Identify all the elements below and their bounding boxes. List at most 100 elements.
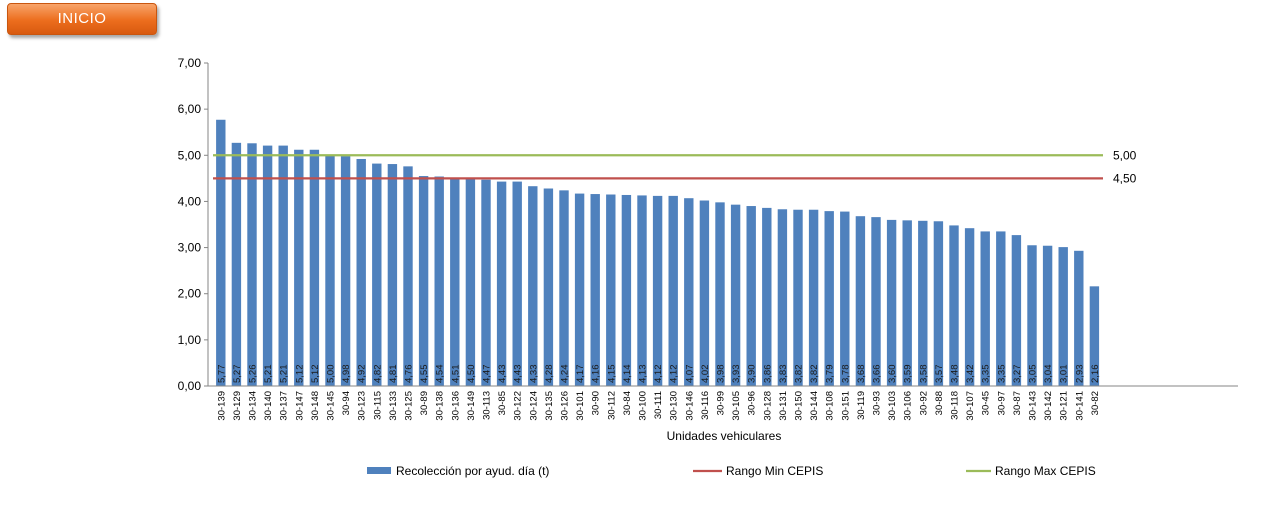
bar-value-label: 3,27 [1012,365,1023,384]
x-tick-label: 30-97 [996,391,1007,415]
bar-value-label: 3,98 [716,365,727,384]
x-tick-label: 30-116 [700,391,711,420]
bar [1042,245,1053,386]
x-tick-label: 30-45 [981,391,992,415]
bar [933,221,944,386]
x-tick-label: 30-112 [606,391,617,420]
x-tick-label: 30-90 [591,391,602,415]
bar-value-label: 4,54 [435,365,446,384]
bar-value-label: 4,51 [450,365,461,384]
bar-value-label: 4,16 [591,365,602,384]
x-tick-label: 30-111 [653,391,664,419]
bar [855,216,866,386]
bar [1089,286,1100,386]
bar [340,156,351,386]
x-tick-label: 30-108 [825,391,836,421]
bar-value-label: 3,04 [1043,365,1054,384]
bar [325,155,335,386]
bar [840,211,850,386]
bar [403,166,413,386]
bar [356,158,366,386]
bar-value-label: 3,59 [903,365,914,384]
bar [980,231,990,386]
bar-value-label: 4,17 [575,365,586,384]
bar [262,145,273,386]
bar [465,178,476,386]
x-axis-title: Unidades vehiculares [667,429,782,443]
bar-value-label: 4,12 [669,365,680,384]
bar [1027,245,1037,386]
bar-value-label: 4,43 [513,365,524,384]
bar-value-label: 5,21 [263,365,274,384]
bar [684,198,694,386]
x-tick-label: 30-146 [684,391,695,421]
x-tick-label: 30-105 [731,391,742,421]
y-tick-label: 2,00 [178,287,202,301]
x-tick-label: 30-140 [263,391,274,421]
bar-value-label: 5,27 [232,365,243,384]
x-tick-label: 30-84 [622,391,633,415]
bar [918,220,928,386]
bar [715,202,725,386]
bar-value-label: 4,28 [544,365,555,384]
bar [871,217,881,386]
bar-value-label: 3,66 [872,365,883,384]
x-tick-label: 30-85 [497,391,508,415]
bar-value-label: 5,12 [294,365,305,384]
bar-value-label: 4,07 [684,365,695,384]
bar-value-label: 3,93 [731,365,742,384]
bar-value-label: 4,92 [357,365,368,384]
bar [294,149,304,386]
bar-value-label: 3,82 [794,365,805,384]
bar [481,179,491,386]
x-tick-label: 30-145 [326,391,337,421]
y-tick-label: 4,00 [178,194,202,208]
bar [668,195,678,386]
x-tick-label: 30-87 [1012,391,1023,415]
bar [309,149,320,386]
bar-value-label: 4,81 [388,365,399,384]
x-tick-label: 30-150 [794,391,805,421]
x-tick-label: 30-103 [887,391,898,421]
x-tick-label: 30-113 [482,391,493,420]
max-cepis-value-label: 5,00 [1113,148,1137,162]
bar [699,200,710,386]
x-tick-label: 30-139 [216,391,227,421]
y-tick-label: 3,00 [178,241,202,255]
x-tick-label: 30-119 [856,391,867,420]
x-tick-label: 30-147 [294,391,305,421]
bar [559,190,569,386]
bar-value-label: 5,26 [248,365,259,384]
x-tick-label: 30-125 [404,391,415,421]
x-tick-label: 30-126 [560,391,571,421]
bar-value-label: 3,01 [1059,365,1070,384]
bar-value-label: 3,60 [887,365,898,384]
bar-value-label: 3,79 [825,365,836,384]
x-tick-label: 30-100 [638,391,649,421]
x-tick-label: 30-136 [450,391,461,421]
bar [621,194,632,386]
bar-value-label: 4,15 [606,365,617,384]
x-tick-label: 30-129 [232,391,243,421]
bar [949,225,959,386]
bar-value-label: 3,42 [965,365,976,384]
bar [1058,247,1068,386]
inicio-button[interactable]: INICIO [7,3,157,35]
bar [372,163,382,386]
x-tick-label: 30-92 [918,391,929,415]
x-tick-label: 30-149 [466,391,477,421]
x-tick-label: 30-133 [388,391,399,421]
bar-value-label: 4,02 [700,365,711,384]
x-tick-label: 30-96 [747,391,758,415]
bar [808,209,819,386]
bar [964,228,975,386]
bar-value-label: 5,12 [310,365,321,384]
bar-value-label: 3,82 [809,365,820,384]
legend-label-min-cepis: Rango Min CEPIS [726,464,823,478]
bar [387,164,398,386]
y-tick-label: 6,00 [178,102,202,116]
y-tick-label: 5,00 [178,148,202,162]
bar [528,186,538,386]
x-tick-label: 30-135 [544,391,555,421]
